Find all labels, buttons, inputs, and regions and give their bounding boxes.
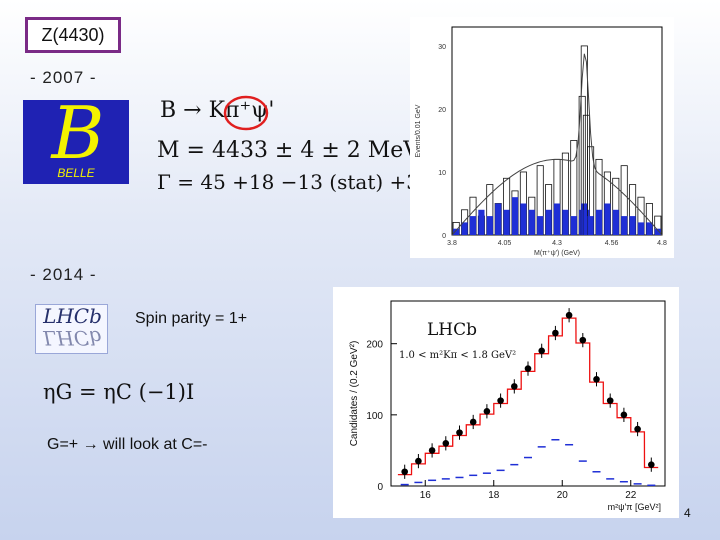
- data-point: [456, 429, 463, 436]
- plot-title: LHCb: [427, 320, 477, 340]
- year-2014-label: - 2014 -: [30, 265, 97, 284]
- background-bar: [587, 216, 594, 235]
- data-point: [511, 383, 518, 390]
- y-axis-label: Events/0.01 GeV: [415, 104, 422, 157]
- spin-parity-text: Spin parity = 1+: [135, 310, 248, 327]
- x-tick-label: 18: [488, 490, 500, 501]
- background-bar: [486, 216, 493, 235]
- highlight-circle: [223, 95, 269, 131]
- background-bar: [570, 216, 577, 235]
- x-axis-label: M(π⁺ψ') (GeV): [534, 250, 580, 257]
- background-bar: [478, 209, 485, 235]
- belle-plot: 0 10 20 30 3.8 4.05 4.3 4.56 4.8 M(π⁺ψ') (GeV) Eve…: [410, 17, 674, 258]
- background-bar: [583, 209, 590, 235]
- data-point: [620, 411, 628, 419]
- background-bar: [562, 209, 569, 235]
- lhcb-chart-svg: LHCb 1.0 < m²Kπ < 1.8 GeV² 0 100 200 16 18 20 22…: [349, 300, 666, 512]
- background-bar: [637, 222, 645, 235]
- data-point: [497, 397, 504, 404]
- background-bar: [553, 203, 561, 235]
- x-tick-label: 20: [557, 490, 569, 501]
- y-axis-label: Candidates / (0.2 GeV²): [349, 341, 360, 447]
- background-bar: [595, 209, 603, 235]
- background-bar: [537, 216, 544, 235]
- data-point: [593, 375, 600, 383]
- data-point: [648, 461, 655, 468]
- background-bar: [621, 216, 628, 235]
- lhcb-plot: LHCb 1.0 < m²Kπ < 1.8 GeV² 0 100 200 16 18 20 22…: [333, 287, 679, 518]
- belle-b-icon: B: [50, 91, 105, 175]
- x-tick-label: 3.8: [447, 240, 457, 247]
- x-axis-label: m²ψ'π [GeV²]: [608, 502, 661, 512]
- page-number: 4: [684, 506, 691, 520]
- background-bar: [654, 228, 661, 235]
- background-bar: [528, 209, 535, 235]
- decay-formula: B → Kπ⁺ψ': [160, 95, 410, 131]
- y-tick-label: 100: [366, 411, 383, 422]
- x-tick-label: 4.8: [657, 240, 667, 247]
- belle-logo: B: [23, 91, 129, 184]
- background-bar: [545, 209, 552, 235]
- g-parity-formula: ηG = ηC (−1)I: [43, 380, 195, 404]
- data-point: [401, 468, 408, 476]
- y-tick-label: 10: [438, 170, 446, 177]
- background-bar: [629, 216, 636, 235]
- background-bar: [469, 216, 477, 235]
- background-bar: [511, 197, 519, 235]
- data-point: [483, 407, 491, 415]
- background-bar: [495, 203, 502, 235]
- lhcb-logo: LHCb LHCb: [35, 304, 108, 354]
- x-tick-label: 4.56: [605, 240, 619, 247]
- decay-text: B → Kπ⁺ψ': [160, 98, 275, 123]
- lhcb-logo-text: LHCb: [43, 304, 102, 328]
- slide-title: Z(4430): [25, 17, 121, 53]
- background-bar: [612, 209, 619, 235]
- g-parity-text: G=+ → will look at C=-: [47, 436, 208, 453]
- data-point: [565, 311, 573, 319]
- data-point: [415, 457, 422, 465]
- data-point: [552, 329, 559, 337]
- y-tick-label: 0: [377, 482, 383, 493]
- data-point: [442, 440, 450, 447]
- fit-curve: [451, 53, 663, 236]
- x-tick-label: 4.05: [498, 240, 512, 247]
- data-point: [428, 447, 436, 454]
- svg-text:B: B: [50, 100, 105, 175]
- plot-frame: [390, 300, 666, 487]
- x-tick-label: 16: [420, 490, 432, 501]
- background-bar: [503, 209, 510, 235]
- data-point: [606, 397, 614, 404]
- y-tick-label: 0: [442, 233, 446, 240]
- background-bar: [453, 228, 460, 235]
- year-2007-label: - 2007 -: [30, 68, 97, 87]
- data-point: [579, 336, 587, 344]
- data-point: [524, 365, 532, 372]
- data-point: [469, 418, 477, 426]
- background-bar: [461, 222, 468, 235]
- y-tick-label: 30: [438, 44, 446, 51]
- belle-logo-text: BELLE: [57, 166, 95, 180]
- y-tick-label: 20: [438, 107, 446, 114]
- background-bar: [520, 203, 527, 235]
- y-tick-label: 200: [366, 340, 383, 351]
- data-point: [538, 347, 545, 355]
- mass-formula: M = 4433 ± 4 ± 2 MeV: [157, 138, 420, 163]
- data-point: [634, 425, 641, 433]
- plot-annotation: 1.0 < m²Kπ < 1.8 GeV²: [399, 350, 516, 361]
- x-tick-label: 4.3: [552, 240, 562, 247]
- fit-line: [397, 317, 659, 476]
- background-bar: [646, 222, 653, 235]
- background-bar: [604, 203, 611, 235]
- lhcb-logo-mirror: LHCb: [43, 326, 102, 350]
- x-tick-label: 22: [625, 490, 637, 501]
- belle-chart-svg: 0 10 20 30 3.8 4.05 4.3 4.56 4.8 M(π⁺ψ') (GeV) Eve…: [415, 26, 667, 257]
